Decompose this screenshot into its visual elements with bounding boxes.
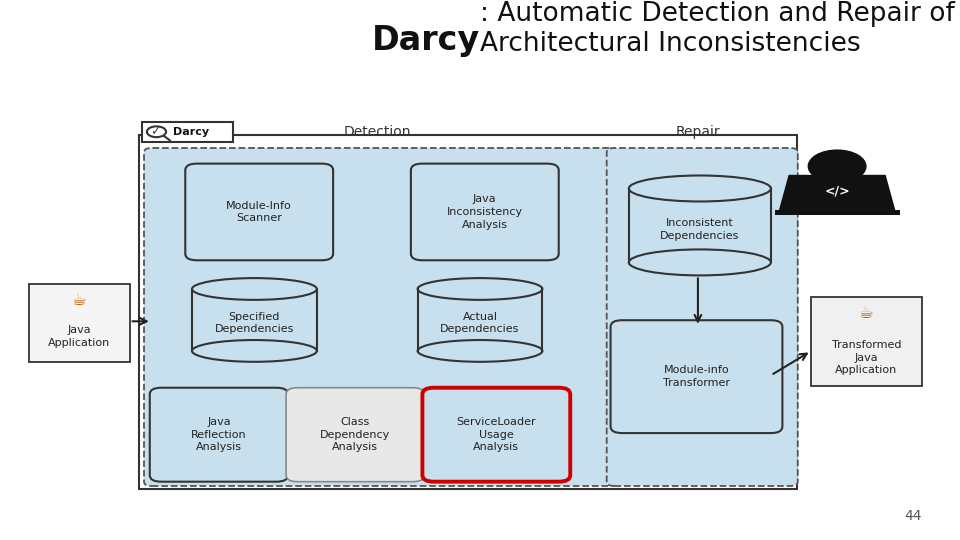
FancyBboxPatch shape xyxy=(29,284,130,362)
Text: 44: 44 xyxy=(904,509,922,523)
FancyBboxPatch shape xyxy=(150,388,288,482)
Text: ✓: ✓ xyxy=(150,125,160,138)
FancyBboxPatch shape xyxy=(144,148,615,486)
Text: Repair: Repair xyxy=(676,125,720,139)
Text: Module-Info
Scanner: Module-Info Scanner xyxy=(227,200,292,224)
FancyBboxPatch shape xyxy=(629,188,771,262)
Text: Java
Application: Java Application xyxy=(48,325,110,348)
Text: Inconsistent
Dependencies: Inconsistent Dependencies xyxy=(660,218,739,240)
Text: Class
Dependency
Analysis: Class Dependency Analysis xyxy=(320,417,391,453)
FancyBboxPatch shape xyxy=(811,297,922,386)
Polygon shape xyxy=(780,176,895,211)
Ellipse shape xyxy=(629,176,771,201)
FancyBboxPatch shape xyxy=(422,388,570,482)
Ellipse shape xyxy=(192,340,317,362)
Text: Module-info
Transformer: Module-info Transformer xyxy=(663,365,730,388)
FancyBboxPatch shape xyxy=(418,289,542,351)
Circle shape xyxy=(808,150,866,183)
Text: : Automatic Detection and Repair of
Architectural Inconsistencies: : Automatic Detection and Repair of Arch… xyxy=(480,1,955,57)
FancyBboxPatch shape xyxy=(775,210,900,215)
Text: Darcy: Darcy xyxy=(173,127,209,137)
Text: ☕: ☕ xyxy=(72,291,86,309)
Text: Java
Inconsistency
Analysis: Java Inconsistency Analysis xyxy=(446,194,523,230)
Text: Actual
Dependencies: Actual Dependencies xyxy=(441,312,519,334)
Text: ServiceLoader
Usage
Analysis: ServiceLoader Usage Analysis xyxy=(457,417,536,453)
FancyBboxPatch shape xyxy=(142,122,233,142)
FancyBboxPatch shape xyxy=(139,135,797,489)
FancyBboxPatch shape xyxy=(185,164,333,260)
Ellipse shape xyxy=(629,249,771,275)
FancyBboxPatch shape xyxy=(192,289,317,351)
Ellipse shape xyxy=(418,278,542,300)
Text: ☕: ☕ xyxy=(859,304,874,322)
Text: Detection: Detection xyxy=(344,125,411,139)
FancyBboxPatch shape xyxy=(411,164,559,260)
FancyBboxPatch shape xyxy=(607,148,798,486)
FancyBboxPatch shape xyxy=(611,320,782,433)
Polygon shape xyxy=(791,178,883,202)
Text: </>: </> xyxy=(825,184,850,197)
Text: Specified
Dependencies: Specified Dependencies xyxy=(215,312,294,334)
Ellipse shape xyxy=(192,278,317,300)
FancyBboxPatch shape xyxy=(286,388,424,482)
Text: Transformed
Java
Application: Transformed Java Application xyxy=(831,340,901,375)
Text: Darcy: Darcy xyxy=(372,24,480,57)
Text: Java
Reflection
Analysis: Java Reflection Analysis xyxy=(191,417,247,453)
Ellipse shape xyxy=(418,340,542,362)
